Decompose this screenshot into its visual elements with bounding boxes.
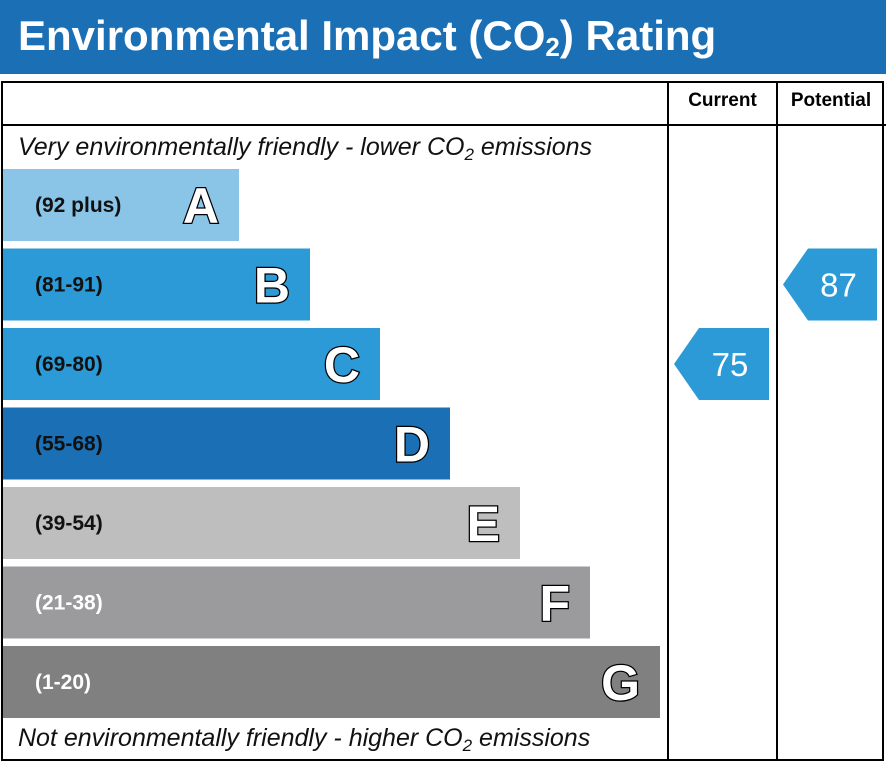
potential-column-header: Potential [790,90,872,111]
potential-rating-value: 87 [820,267,857,304]
band-range-d: (55-68) [35,433,103,456]
band-letter-e: E [467,496,500,552]
band-range-c: (69-80) [35,353,103,376]
band-letter-c: C [324,337,360,393]
band-range-f: (21-38) [35,592,103,615]
current-column-header: Current [688,90,757,111]
top-caption: Very environmentally friendly - lower CO… [18,133,593,164]
band-range-a: (92 plus) [35,194,121,217]
band-bar-f [3,566,590,639]
column-divider-potential [776,81,778,761]
current-rating-value: 75 [712,346,749,383]
rating-table-frame [1,81,884,761]
band-bar-c [3,328,380,400]
band-letter-b: B [254,258,290,314]
band-range-e: (39-54) [35,512,103,535]
title-bar [0,0,886,74]
band-bar-e [3,487,520,559]
band-bar-b [3,248,310,321]
band-letter-a: A [183,178,219,234]
band-bar-g [3,646,660,718]
header-row-divider [1,124,886,126]
column-divider-current [667,81,669,761]
band-letter-g: G [601,655,640,711]
bottom-caption: Not environmentally friendly - higher CO… [18,724,591,755]
band-letter-f: F [539,576,570,632]
band-range-g: (1-20) [35,671,91,694]
band-range-b: (81-91) [35,274,103,297]
page-title: Environmental Impact (CO2) Rating [18,12,717,62]
band-bar-d [3,407,450,480]
band-letter-d: D [394,417,430,473]
current-rating-arrow [674,328,769,400]
potential-rating-arrow [783,248,877,321]
band-bar-a [3,169,239,241]
